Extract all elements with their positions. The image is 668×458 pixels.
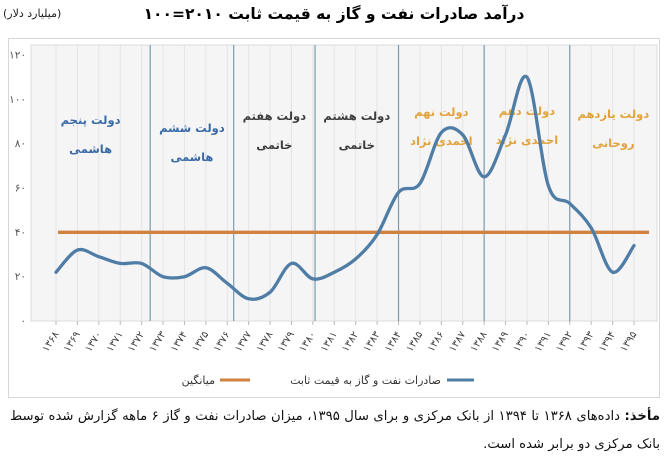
y-tick-label: ۸۰ [15,138,26,150]
government-label-line2: احمدی نژاد [496,133,558,147]
y-tick-label: ۰ [20,316,26,328]
line-chart-canvas: ۱۳۶۸ ۱۳۶۹ ۱۳۷۰ ۱۳۷۱ ۱۳۷۲ ۱۳۷۳ ۱۳۷۴ ۱۳۷۵ ۱۳۷۶ ۱۳۷۷… [8,38,660,398]
government-label-line1: دولت یازدهم [578,107,650,122]
y-axis-unit-label: (میلیارد دلار) [3,7,62,20]
government-label-line2: خاتمی [339,138,375,152]
y-tick-label: ۴۰ [15,227,26,239]
government-label-line1: دولت هفتم [243,109,307,124]
government-label-line1: دولت دهم [499,104,556,119]
y-tick-label: ۱۲۰ [9,50,26,62]
chart-title: درآمد صادرات نفت و گاز به قیمت ثابت ۲۰۱۰… [143,5,525,23]
plot-area [30,44,658,322]
government-label-line1: دولت نهم [414,105,469,120]
export-revenue-line [54,74,636,301]
government-label-line2: احمدی نژاد [410,134,472,148]
government-label-line1: دولت ششم [159,121,225,136]
legend-label-exports: صادرات نفت و گاز به قیمت ثابت [290,374,441,387]
government-label-line2: هاشمی [69,142,112,156]
government-label-line2: روحانی [592,136,634,151]
legend-label-average: میانگین [182,374,216,387]
y-tick-label: ۱۰۰ [9,94,26,106]
government-label-line2: هاشمی [170,150,213,164]
y-tick-label: ۲۰ [15,271,26,283]
source-note-label: مأخذ: [624,409,660,424]
source-note-text: داده‌های ۱۳۶۸ تا ۱۳۹۴ از بانک مرکزی و بر… [10,409,660,452]
y-tick-label: ۶۰ [15,183,26,195]
source-note: مأخذ: داده‌های ۱۳۶۸ تا ۱۳۹۴ از بانک مرکز… [10,403,660,458]
government-label-line1: دولت هشتم [323,109,390,124]
government-label-line2: خاتمی [256,138,292,152]
government-label-line1: دولت پنجم [61,113,121,128]
